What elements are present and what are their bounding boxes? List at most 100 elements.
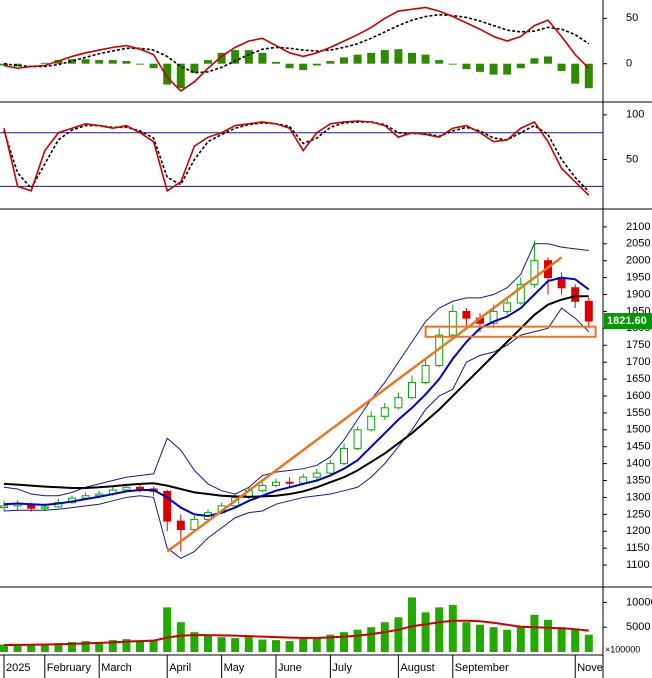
candle-body bbox=[367, 415, 376, 431]
candle-body bbox=[584, 300, 593, 322]
volume-bar bbox=[149, 639, 158, 652]
series-line bbox=[3, 295, 589, 498]
histogram-bar bbox=[571, 63, 580, 84]
y-tick-label: 1950 bbox=[626, 272, 650, 284]
y-tick-label: 1600 bbox=[626, 390, 650, 402]
histogram-bar bbox=[584, 63, 593, 89]
volume-bar bbox=[571, 629, 580, 652]
trendline bbox=[166, 256, 563, 553]
y-tick-label: 1300 bbox=[626, 491, 650, 503]
y-tick-label: 1150 bbox=[626, 542, 650, 554]
candle-body bbox=[272, 481, 280, 487]
volume-bar bbox=[40, 644, 49, 652]
y-tick-label: 1200 bbox=[626, 525, 650, 537]
candle-body bbox=[489, 310, 498, 324]
histogram-bar bbox=[408, 52, 416, 64]
volume-bar bbox=[95, 642, 104, 652]
candle-body bbox=[340, 447, 348, 465]
x-tick-label: 2025 bbox=[6, 662, 30, 674]
volume-bar bbox=[394, 617, 403, 652]
candle-body bbox=[136, 486, 144, 490]
volume-bar bbox=[516, 627, 525, 652]
x-tick-label: Nove bbox=[577, 662, 603, 674]
histogram-bar bbox=[489, 63, 498, 75]
y-tick-label: 2050 bbox=[626, 238, 650, 250]
x-tick-label: June bbox=[278, 662, 302, 674]
histogram-bar bbox=[476, 63, 484, 72]
histogram-bar bbox=[516, 63, 525, 69]
volume-bar bbox=[435, 607, 444, 652]
candle-body bbox=[258, 485, 267, 492]
volume-bar bbox=[81, 641, 90, 652]
candle-body bbox=[408, 381, 416, 399]
volume-bar bbox=[353, 629, 362, 652]
histogram-bar bbox=[448, 63, 457, 65]
histogram-bar bbox=[122, 60, 131, 64]
volume-bar bbox=[122, 639, 131, 652]
volume-bar bbox=[136, 641, 144, 652]
candle-body bbox=[462, 310, 471, 319]
candle-body bbox=[163, 490, 172, 522]
volume-bar bbox=[557, 627, 566, 652]
volume-bar bbox=[244, 637, 253, 652]
y-tick-label: 1450 bbox=[626, 441, 650, 453]
volume-bar bbox=[326, 634, 335, 652]
x-tick-label: May bbox=[224, 662, 245, 674]
volume-bar bbox=[285, 641, 294, 652]
y-tick-label: 1650 bbox=[626, 373, 650, 385]
histogram-bar bbox=[190, 63, 199, 73]
candle-body bbox=[0, 505, 8, 509]
histogram-bar bbox=[544, 56, 552, 64]
volume-bar bbox=[584, 634, 593, 652]
histogram-bar bbox=[176, 63, 185, 89]
histogram-bar bbox=[557, 63, 566, 71]
volume-bar bbox=[258, 639, 267, 652]
candle-body bbox=[503, 302, 512, 312]
candle-body bbox=[176, 520, 185, 531]
histogram-bar bbox=[204, 60, 212, 64]
histogram-bar bbox=[0, 63, 8, 66]
series-line bbox=[3, 276, 590, 518]
y-tick-label: 1900 bbox=[626, 288, 650, 300]
histogram-bar bbox=[136, 63, 144, 65]
volume-bar bbox=[217, 637, 226, 652]
series-line bbox=[3, 307, 590, 559]
histogram-bar bbox=[421, 54, 430, 64]
histogram-bar bbox=[462, 63, 471, 70]
volume-bar bbox=[408, 597, 416, 652]
candle-body bbox=[40, 506, 49, 509]
candle-body bbox=[394, 397, 403, 409]
x-tick-label: September bbox=[455, 662, 509, 674]
y-tick-label: 1350 bbox=[626, 474, 650, 486]
y-tick-label: 1100 bbox=[626, 559, 650, 571]
volume-bar bbox=[190, 632, 199, 652]
candle-body bbox=[421, 365, 430, 383]
candle-body bbox=[190, 518, 199, 531]
y-tick-label: 1700 bbox=[626, 356, 650, 368]
y-tick-label: 10000 bbox=[626, 596, 652, 608]
volume-bar bbox=[231, 638, 240, 652]
y-tick-label: 50 bbox=[626, 12, 638, 24]
y-tick-label: 50 bbox=[626, 153, 638, 165]
volume-bar bbox=[476, 624, 484, 652]
candle-body bbox=[380, 407, 389, 417]
histogram-bar bbox=[312, 63, 321, 66]
histogram-bar bbox=[244, 50, 253, 64]
histogram-bar bbox=[394, 49, 403, 64]
volume-bar bbox=[108, 640, 117, 652]
volume-bar bbox=[503, 629, 512, 652]
histogram-bar bbox=[95, 60, 104, 64]
histogram-bar bbox=[380, 50, 389, 64]
histogram-bar bbox=[435, 60, 444, 64]
y-tick-label: 5000 bbox=[626, 621, 650, 633]
volume-bar bbox=[367, 627, 376, 652]
histogram-bar bbox=[340, 57, 348, 64]
x-tick-label: April bbox=[169, 662, 191, 674]
volume-bar bbox=[27, 645, 36, 652]
candle-body bbox=[516, 283, 525, 304]
volume-bar bbox=[54, 643, 63, 652]
candle-body bbox=[285, 481, 294, 484]
volume-bar bbox=[299, 638, 308, 652]
histogram-bar bbox=[217, 52, 226, 64]
